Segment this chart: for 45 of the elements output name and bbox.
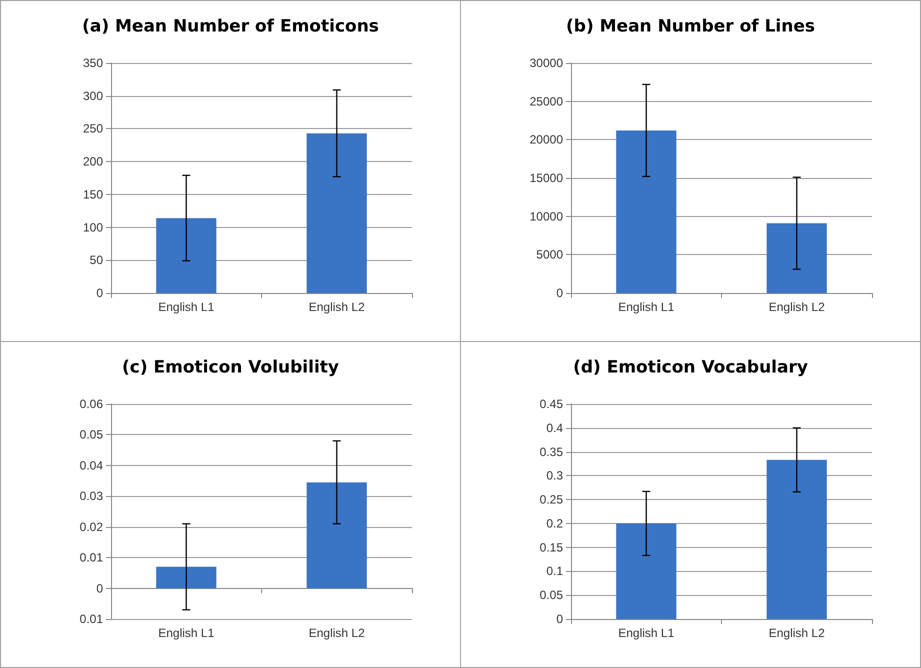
y-tick-label: 100 [82, 220, 104, 234]
y-tick-label: 0.04 [80, 458, 104, 472]
y-tick-label: 350 [82, 56, 104, 70]
y-tick-label: 0 [96, 581, 104, 596]
y-tick-label: 0.15 [540, 540, 564, 554]
y-tick-label: 0.3 [546, 468, 564, 483]
y-tick-label: 0.1 [546, 564, 564, 578]
x-tick-label: English L2 [308, 626, 366, 640]
y-tick-label: 0.05 [540, 588, 564, 602]
y-tick-label: 200 [82, 154, 104, 169]
y-tick-label: 0 [96, 286, 104, 300]
y-tick-label: 10000 [530, 209, 564, 224]
x-tick-label: English L2 [768, 300, 826, 314]
x-tick-label: English L1 [158, 300, 215, 314]
y-tick-label: 0.45 [540, 397, 564, 411]
x-tick-label: English L1 [618, 626, 675, 640]
y-tick-label: 30000 [530, 56, 564, 70]
y-tick-label: 0.05 [80, 428, 104, 442]
x-tick-label: English L1 [618, 300, 675, 314]
chart-title: (a) Mean Number of Emoticons [82, 16, 379, 36]
y-tick-label: 25000 [530, 94, 564, 108]
chart-title: (c) Emoticon Volubility [122, 358, 339, 378]
y-tick-label: 20000 [530, 132, 564, 147]
y-tick-label: 250 [82, 122, 104, 136]
y-tick-label: 150 [82, 187, 104, 202]
y-tick-label: 5000 [536, 248, 564, 262]
y-tick-label: 0 [556, 612, 564, 626]
y-tick-label: 0.2 [546, 516, 564, 530]
x-tick-label: English L1 [158, 626, 215, 640]
y-tick-label: 0.01 [80, 550, 104, 565]
y-tick-label: 0.02 [80, 520, 104, 534]
y-tick-label: 0 [556, 286, 564, 300]
y-tick-label: 0.4 [546, 420, 564, 435]
y-tick-label: 0.01 [80, 612, 104, 626]
y-tick-label: 0.35 [540, 444, 564, 459]
y-tick-label: 0.03 [80, 489, 104, 504]
chart-title: (d) Emoticon Vocabulary [573, 358, 808, 378]
y-tick-label: 0.06 [80, 397, 104, 411]
y-tick-label: 300 [82, 88, 104, 103]
x-tick-label: English L2 [308, 300, 366, 314]
y-tick-label: 15000 [530, 171, 564, 185]
y-tick-label: 50 [90, 253, 104, 268]
chart-title: (b) Mean Number of Lines [566, 16, 816, 36]
y-tick-label: 0.25 [540, 492, 564, 507]
x-tick-label: English L2 [768, 626, 826, 640]
